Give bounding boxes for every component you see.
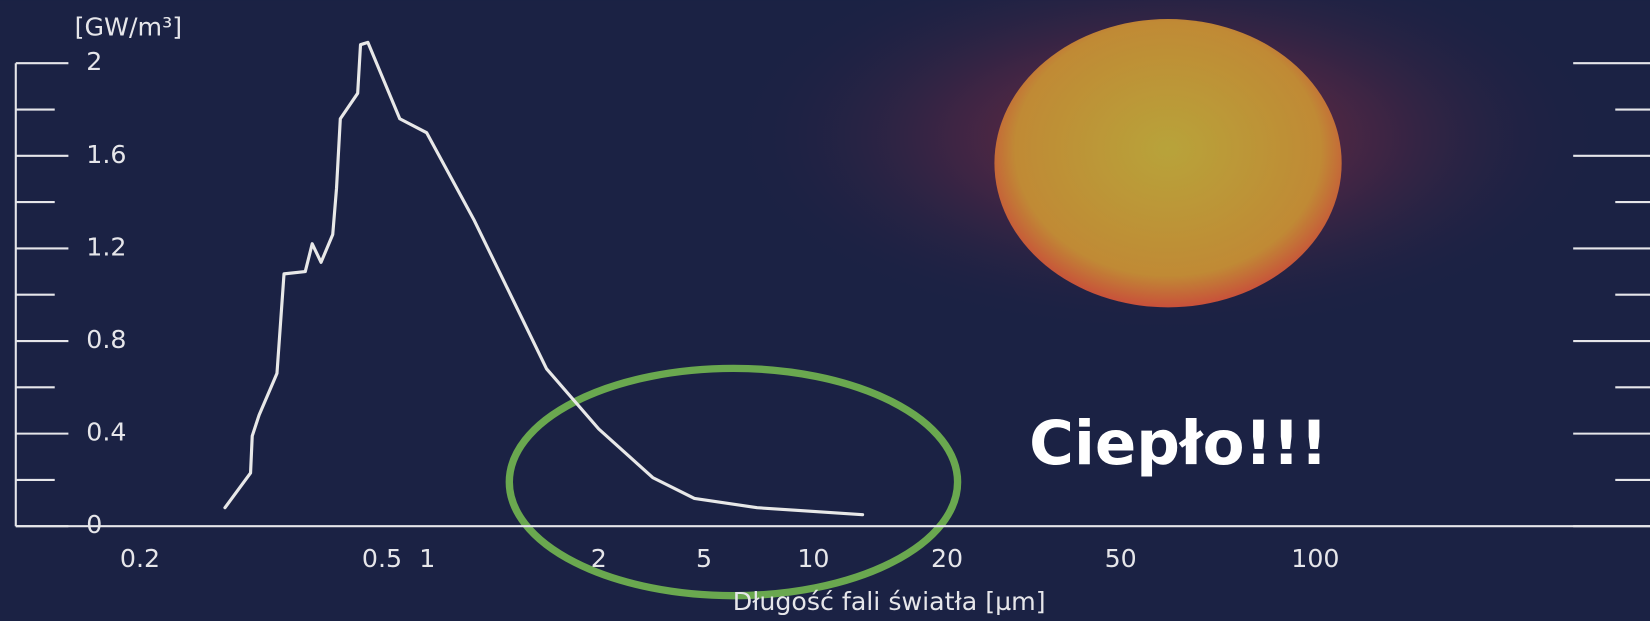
- x-axis-label: Długość fali światła [µm]: [733, 587, 1046, 616]
- spectrum-line: [223, 40, 865, 517]
- highlight-ellipse: [505, 364, 962, 600]
- y-tick-label: 0.8: [86, 325, 126, 354]
- y-tick-label: 1.2: [86, 232, 126, 261]
- x-tick-label: 10: [797, 544, 829, 573]
- y-tick-label: 0.4: [86, 418, 126, 447]
- y-tick-label: 1.6: [86, 140, 126, 169]
- x-tick-label: 20: [931, 544, 963, 573]
- y-tick-label: 0: [86, 510, 102, 539]
- x-tick-label: 2: [591, 544, 607, 573]
- y-unit: [GW/m³]: [75, 12, 182, 41]
- annotation: Ciepło!!!: [1029, 408, 1328, 479]
- x-tick-label: 50: [1105, 544, 1137, 573]
- x-tick-label: 0.5: [362, 544, 402, 573]
- x-tick-label: 100: [1291, 544, 1339, 573]
- x-tick-label: 1: [419, 544, 435, 573]
- y-tick-label: 2: [86, 47, 102, 76]
- x-tick-label: 5: [696, 544, 712, 573]
- sun: [994, 19, 1342, 308]
- x-tick-label: 0.2: [120, 544, 160, 573]
